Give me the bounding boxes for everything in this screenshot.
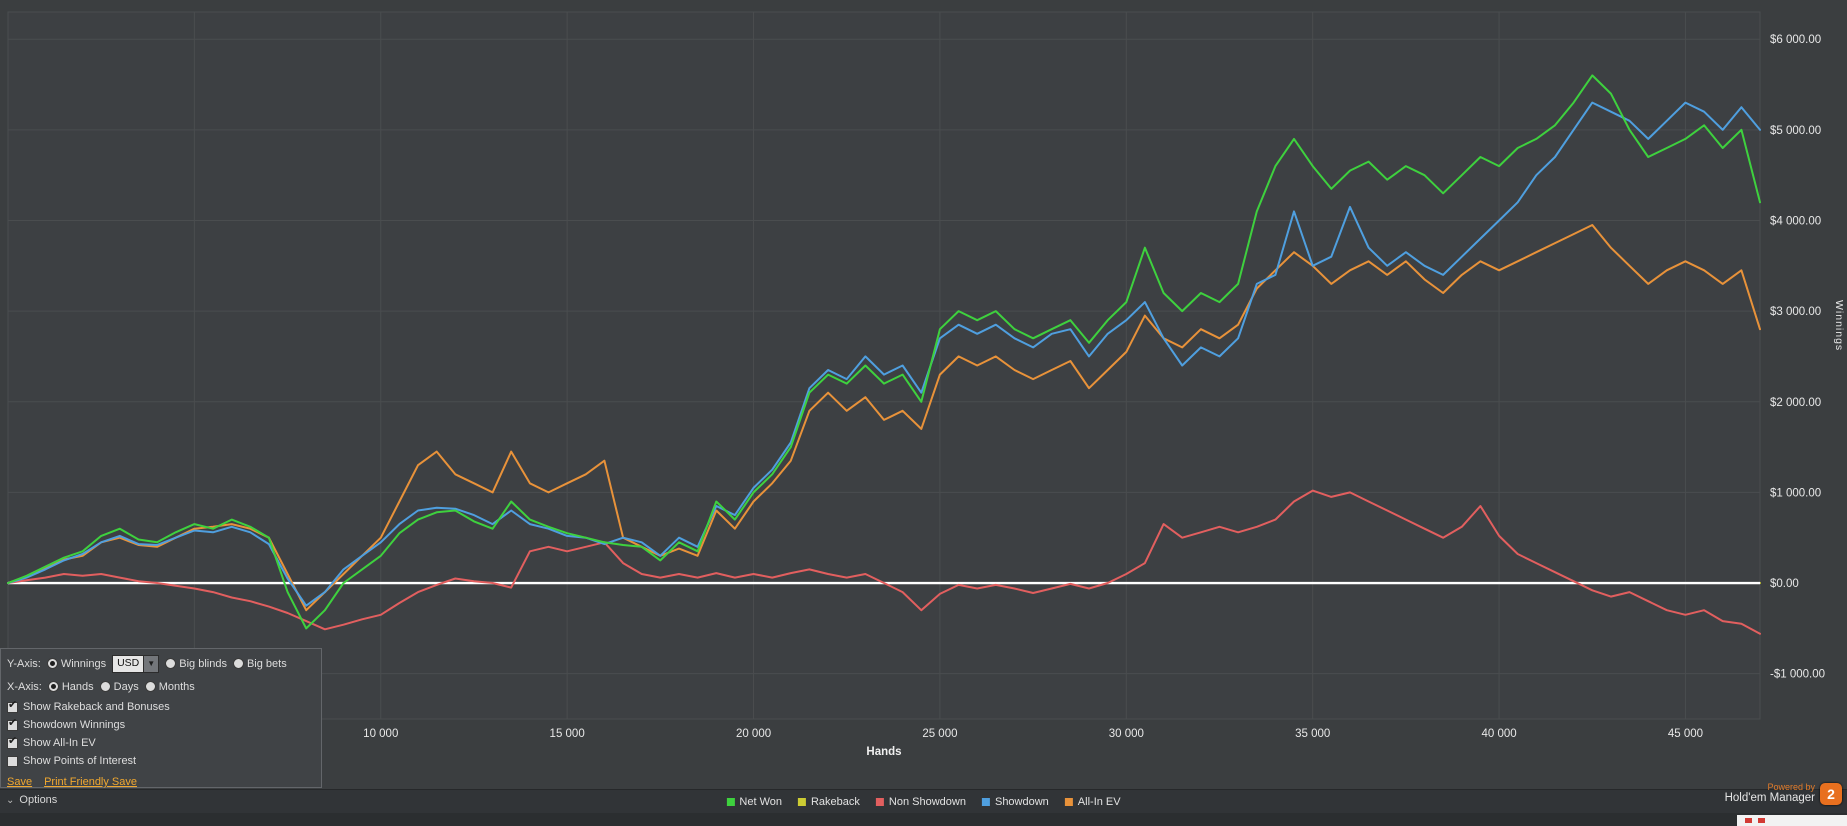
svg-text:$5 000.00: $5 000.00 xyxy=(1770,125,1821,137)
print-friendly-save-link[interactable]: Print Friendly Save xyxy=(44,776,138,788)
options-toggle-label: Options xyxy=(19,794,58,806)
radio-icon xyxy=(46,658,58,669)
chevron-down-icon[interactable]: ▼ xyxy=(143,655,159,672)
allin-ev-swatch-icon xyxy=(1064,798,1073,806)
svg-text:$1 000.00: $1 000.00 xyxy=(1770,487,1821,499)
rakeback-swatch-icon xyxy=(797,798,806,806)
radio-icon xyxy=(144,681,156,692)
radio-icon xyxy=(99,681,111,692)
legend-item-rakeback: Rakeback xyxy=(797,796,860,808)
y-axis-bigblinds-label: Big blinds xyxy=(179,657,227,670)
svg-text:10 000: 10 000 xyxy=(363,728,398,740)
legend-item-allin-ev: All-In EV xyxy=(1064,796,1121,808)
svg-text:40 000: 40 000 xyxy=(1481,728,1516,740)
svg-text:$0.00: $0.00 xyxy=(1770,578,1799,590)
svg-text:$2 000.00: $2 000.00 xyxy=(1770,397,1821,409)
svg-text:25 000: 25 000 xyxy=(922,728,957,740)
legend-label: Non Showdown xyxy=(888,796,966,808)
currency-dropdown[interactable]: USD ▼ xyxy=(112,654,160,673)
save-links-row: Save Print Friendly Save xyxy=(1,770,321,788)
y-axis-bigblinds-radio[interactable]: Big blinds xyxy=(165,658,227,670)
radio-icon xyxy=(165,658,177,669)
showdown-winnings-label: Showdown Winnings xyxy=(23,719,126,731)
background-red-mark xyxy=(1758,818,1765,823)
x-axis-hands-label: Hands xyxy=(61,680,94,693)
showdown-winnings-checkbox[interactable]: Showdown Winnings xyxy=(1,716,321,734)
holdem-manager-logo-icon: 2 xyxy=(1820,782,1842,805)
legend-label: All-In EV xyxy=(1077,796,1121,808)
show-allin-ev-checkbox[interactable]: Show All-In EV xyxy=(1,734,321,752)
svg-text:$3 000.00: $3 000.00 xyxy=(1770,306,1821,318)
y-axis-title: Winnings xyxy=(1833,300,1845,352)
svg-text:$4 000.00: $4 000.00 xyxy=(1770,215,1821,227)
y-axis-row: Y-Axis: Winnings USD ▼ Big blinds Big be… xyxy=(1,652,321,675)
svg-text:$6 000.00: $6 000.00 xyxy=(1770,34,1821,46)
currency-value: USD xyxy=(117,656,140,669)
y-axis-winnings-radio[interactable]: Winnings xyxy=(46,657,107,670)
x-axis-months-label: Months xyxy=(158,680,195,693)
x-axis-hands-radio[interactable]: Hands xyxy=(47,680,94,693)
y-axis-winnings-label: Winnings xyxy=(60,657,107,670)
radio-icon xyxy=(232,658,244,669)
powered-by-text: Powered by xyxy=(1767,782,1815,792)
show-points-of-interest-checkbox[interactable]: Show Points of Interest xyxy=(1,752,321,770)
x-axis-days-label: Days xyxy=(113,680,139,693)
svg-text:35 000: 35 000 xyxy=(1295,728,1330,740)
showdown-swatch-icon xyxy=(981,798,990,806)
y-axis-bigbets-radio[interactable]: Big bets xyxy=(232,657,287,670)
non-showdown-swatch-icon xyxy=(875,798,884,806)
chart-legend: Net Won Rakeback Non Showdown Showdown A… xyxy=(726,790,1121,814)
svg-text:20 000: 20 000 xyxy=(736,728,771,740)
checkbox-icon xyxy=(7,718,18,731)
show-allin-ev-label: Show All-In EV xyxy=(23,737,96,749)
background-window-fragment xyxy=(1737,815,1847,826)
chevron-down-icon: ⌄ xyxy=(6,794,15,806)
radio-icon xyxy=(47,681,59,692)
y-axis-bigbets-label: Big bets xyxy=(246,657,287,670)
desktop-strip xyxy=(0,813,1847,826)
net-won-swatch-icon xyxy=(726,798,735,806)
powered-by-block: Powered by Hold'em Manager 2 xyxy=(1725,782,1842,806)
show-rakeback-checkbox[interactable]: Show Rakeback and Bonuses xyxy=(1,698,321,716)
legend-label: Net Won xyxy=(739,796,782,808)
checkbox-icon xyxy=(7,736,18,749)
x-axis-months-radio[interactable]: Months xyxy=(144,680,195,693)
legend-label: Showdown xyxy=(994,796,1049,808)
legend-item-showdown: Showdown xyxy=(981,796,1049,808)
graph-options-panel: Y-Axis: Winnings USD ▼ Big blinds Big be… xyxy=(0,648,322,788)
legend-item-non-showdown: Non Showdown xyxy=(875,796,966,808)
svg-text:30 000: 30 000 xyxy=(1109,728,1144,740)
svg-text:-$1 000.00: -$1 000.00 xyxy=(1770,669,1825,681)
winnings-graph-area: $6 000.00 $5 000.00 $4 000.00 $3 000.00 $2 0… xyxy=(7,11,1845,758)
bottom-bar: ⌄ Options Net Won Rakeback Non Showdown … xyxy=(0,789,1847,813)
app-name: Hold'em Manager xyxy=(1724,792,1815,805)
svg-text:15 000: 15 000 xyxy=(550,728,585,740)
legend-item-net-won: Net Won xyxy=(726,796,782,808)
background-red-mark xyxy=(1745,818,1752,823)
checkbox-icon xyxy=(7,755,18,767)
options-toggle[interactable]: ⌄ Options xyxy=(6,794,57,806)
checkbox-icon xyxy=(7,700,18,713)
y-axis-label: Y-Axis: xyxy=(7,657,41,670)
svg-text:45 000: 45 000 xyxy=(1668,728,1703,740)
x-axis-title: Hands xyxy=(866,746,902,758)
show-points-of-interest-label: Show Points of Interest xyxy=(23,755,137,767)
winnings-chart: $6 000.00 $5 000.00 $4 000.00 $3 000.00 $2 0… xyxy=(7,11,1825,740)
x-axis-label: X-Axis: xyxy=(7,680,42,693)
x-axis-row: X-Axis: Hands Days Months xyxy=(1,675,321,698)
x-axis-days-radio[interactable]: Days xyxy=(99,680,139,693)
legend-label: Rakeback xyxy=(810,796,860,808)
show-rakeback-label: Show Rakeback and Bonuses xyxy=(23,701,170,713)
save-link[interactable]: Save xyxy=(7,776,33,788)
